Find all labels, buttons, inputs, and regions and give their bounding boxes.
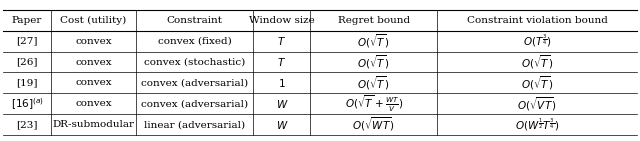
Text: Cost (utility): Cost (utility): [60, 16, 127, 25]
Text: [23]: [23]: [16, 120, 38, 129]
Text: $O(\sqrt{VT})$: $O(\sqrt{VT})$: [517, 95, 557, 113]
Text: $O(\sqrt{T}+\frac{WT}{V})$: $O(\sqrt{T}+\frac{WT}{V})$: [345, 93, 403, 114]
Text: [26]: [26]: [16, 58, 38, 67]
Text: convex (adversarial): convex (adversarial): [141, 99, 248, 108]
Text: [27]: [27]: [16, 37, 38, 46]
Text: $[16]^{(a)}$: $[16]^{(a)}$: [10, 96, 44, 112]
Text: Constraint violation bound: Constraint violation bound: [467, 16, 607, 25]
Text: convex: convex: [75, 58, 112, 67]
Text: linear (adversarial): linear (adversarial): [144, 120, 245, 129]
Text: DR-submodular: DR-submodular: [52, 120, 134, 129]
Text: Regret bound: Regret bound: [338, 16, 410, 25]
Text: $O(\sqrt{T})$: $O(\sqrt{T})$: [520, 53, 554, 71]
Text: Window size: Window size: [249, 16, 315, 25]
Text: Paper: Paper: [12, 16, 42, 25]
Text: convex (stochastic): convex (stochastic): [144, 58, 246, 67]
Text: $O(\sqrt{T})$: $O(\sqrt{T})$: [358, 53, 390, 71]
Text: $O(\sqrt{T})$: $O(\sqrt{T})$: [358, 74, 390, 92]
Text: $O(\sqrt{WT})$: $O(\sqrt{WT})$: [353, 116, 396, 133]
Text: $T$: $T$: [278, 56, 287, 68]
Text: convex: convex: [75, 37, 112, 46]
Text: convex: convex: [75, 99, 112, 108]
Text: $O(T^{\frac{3}{4}})$: $O(T^{\frac{3}{4}})$: [523, 33, 552, 49]
Text: $O(\sqrt{T})$: $O(\sqrt{T})$: [358, 32, 390, 50]
Text: convex (adversarial): convex (adversarial): [141, 78, 248, 87]
Text: $1$: $1$: [278, 77, 286, 89]
Text: $O(W^{\frac{1}{2}}T^{\frac{3}{4}})$: $O(W^{\frac{1}{2}}T^{\frac{3}{4}})$: [515, 116, 559, 133]
Text: Constraint: Constraint: [167, 16, 223, 25]
Text: $W$: $W$: [276, 98, 288, 110]
Text: convex: convex: [75, 78, 112, 87]
Text: $O(\sqrt{T})$: $O(\sqrt{T})$: [520, 74, 554, 92]
Text: [19]: [19]: [16, 78, 38, 87]
Text: $T$: $T$: [278, 35, 287, 47]
Text: convex (fixed): convex (fixed): [158, 37, 232, 46]
Text: $W$: $W$: [276, 119, 288, 131]
